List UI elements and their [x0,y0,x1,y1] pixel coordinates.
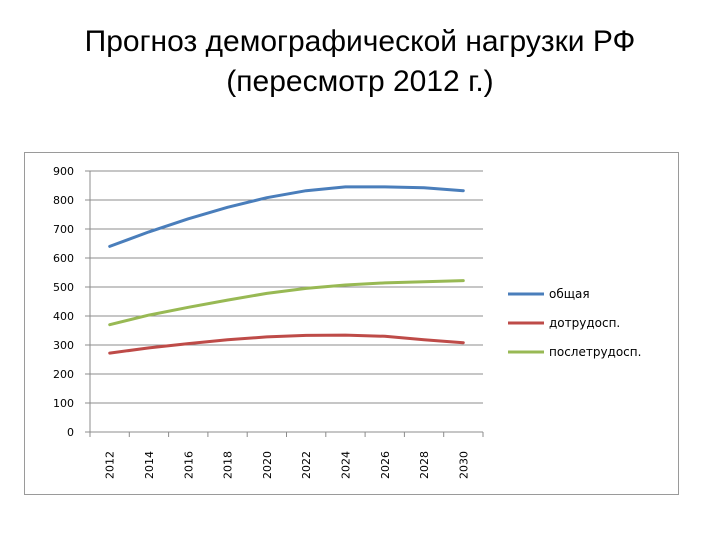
y-tick-label: 400 [53,310,74,323]
x-tick-label: 2020 [261,451,274,479]
x-tick-label: 2028 [418,451,431,479]
line-chart: 0 100 200 300 400 500 600 700 800 900 2012 2014 2016… [53,165,641,479]
chart-frame: 0 100 200 300 400 500 600 700 800 900 2012 2014 2016… [24,152,679,495]
series-line [108,185,465,248]
series-line [108,279,465,327]
y-tick-label: 0 [67,426,74,439]
x-tick-label: 2026 [379,451,392,479]
y-tick-label: 900 [53,165,74,178]
legend-label: послетрудосп. [549,345,641,359]
y-tick-label: 300 [53,339,74,352]
slide-title: Прогноз демографической нагрузки РФ (пер… [0,22,720,102]
series-line [108,333,465,355]
legend-label: общая [549,287,590,301]
title-line-1: Прогноз демографической нагрузки РФ [84,25,636,58]
x-tick-label: 2014 [143,451,156,479]
x-tick-label: 2024 [339,451,352,479]
y-tick-label: 100 [53,397,74,410]
x-tick-label: 2022 [300,451,313,479]
x-tick-label: 2030 [457,451,470,479]
x-tick-label: 2018 [222,451,235,479]
y-tick-label: 600 [53,252,74,265]
x-tick-label: 2012 [104,451,117,479]
y-tick-label: 200 [53,368,74,381]
y-tick-label: 500 [53,281,74,294]
legend-label: дотрудосп. [549,316,620,330]
y-tick-label: 800 [53,194,74,207]
y-tick-label: 700 [53,223,74,236]
title-line-2: (пересмотр 2012 г.) [226,65,494,98]
x-tick-label: 2016 [182,451,195,479]
